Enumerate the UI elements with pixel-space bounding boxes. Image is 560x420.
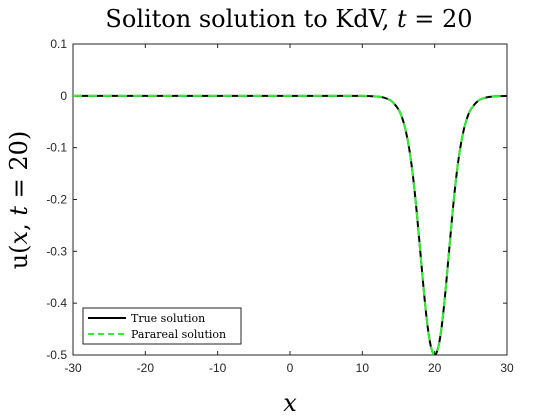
series-line-true-solution	[73, 94, 507, 355]
y-tick-label: -0.3	[46, 244, 67, 258]
chart-title-suffix: = 20	[407, 5, 473, 33]
chart-title-prefix: Soliton solution to KdV,	[105, 5, 397, 33]
legend-label-true-solution: True solution	[131, 312, 205, 325]
y-axis-label-prefix: u(	[5, 244, 33, 269]
y-axis-label: u(x, t = 20)	[5, 131, 33, 270]
y-tick-label: 0.1	[50, 37, 67, 51]
x-tick-label: 20	[428, 361, 442, 375]
legend-label-parareal-solution: Parareal solution	[131, 328, 226, 341]
x-tick-label: 0	[287, 361, 294, 375]
y-axis-label-mid: ,	[5, 216, 33, 231]
y-tick-label: -0.4	[46, 296, 67, 310]
x-tick-label: -10	[209, 361, 227, 375]
x-tick-label: -20	[137, 361, 155, 375]
x-tick-label: 30	[500, 361, 514, 375]
y-axis-label-suffix: = 20)	[5, 131, 33, 206]
y-tick-label: -0.2	[46, 193, 67, 207]
chart-title-variable: t	[397, 5, 407, 33]
y-axis-label-var-x: x	[5, 230, 33, 244]
x-axis-label: x	[283, 389, 297, 417]
y-tick-label: -0.1	[46, 141, 67, 155]
y-tick-label: 0	[60, 89, 67, 103]
x-tick-label: -30	[64, 361, 82, 375]
legend: True solution Parareal solution	[82, 307, 242, 345]
x-tick-label: 10	[356, 361, 370, 375]
series-lines	[73, 94, 507, 355]
y-axis-label-var-t: t	[5, 206, 33, 216]
y-tick-label: -0.5	[46, 348, 67, 362]
chart-title: Soliton solution to KdV, t = 20	[105, 5, 472, 33]
axis-tick-labels: -30 -20 -10 0 10 20 30 0.1 0 -0.1 -0.2 -0.3 -0.4 -0.5	[46, 37, 514, 375]
legend-box	[82, 307, 242, 345]
